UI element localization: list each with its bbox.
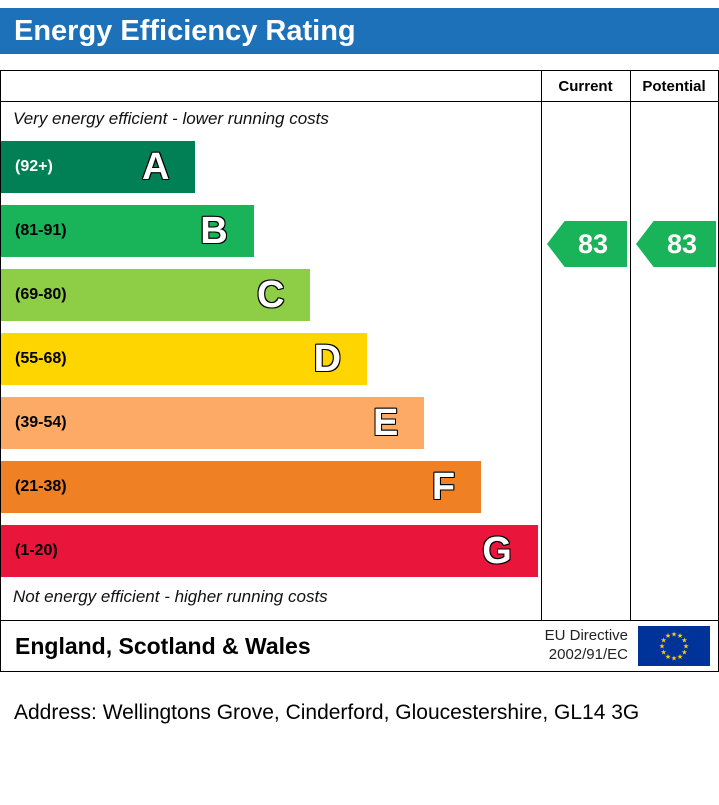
eu-directive-line2: 2002/91/EC	[548, 646, 628, 663]
band-letter: D	[313, 338, 342, 380]
chart-title: Energy Efficiency Rating	[14, 14, 356, 47]
svg-text:★: ★	[681, 649, 687, 657]
band-row-a: (92+) A	[1, 141, 541, 193]
band-bar-e: (39-54) E	[1, 397, 425, 449]
band-bar-d: (55-68) D	[1, 333, 368, 385]
band-row-c: (69-80) C	[1, 269, 541, 321]
band-row-g: (1-20) G	[1, 525, 541, 577]
current-value: 83	[577, 228, 609, 259]
svg-text:★: ★	[665, 632, 671, 640]
band-range-label: (39-54)	[15, 414, 67, 431]
band-row-b: (81-91) B	[1, 205, 541, 257]
svg-text:★: ★	[677, 632, 683, 640]
potential-arrow: 83	[636, 221, 716, 267]
band-letter: B	[200, 210, 228, 252]
band-letter: E	[373, 402, 399, 444]
potential-value: 83	[666, 228, 698, 259]
svg-text:★: ★	[671, 631, 677, 639]
potential-column-header: Potential	[642, 78, 706, 95]
current-column	[541, 71, 630, 620]
bands: (92+) A (81-91) B (69-80) C (55-68) D (39-54) E (2…	[1, 141, 541, 589]
band-letter: C	[256, 274, 285, 316]
eu-directive-line1: EU Directive	[544, 627, 628, 645]
band-row-d: (55-68) D	[1, 333, 541, 385]
band-range-label: (21-38)	[15, 478, 67, 495]
current-column-header: Current	[558, 78, 613, 95]
eu-directive-label: EU Directive 2002/91/EC	[545, 627, 628, 665]
band-bar-b: (81-91) B	[1, 205, 254, 257]
band-bar-g: (1-20) G	[1, 525, 538, 577]
band-letter: F	[431, 466, 456, 508]
address-line: Address: Wellingtons Grove, Cinderford, …	[14, 701, 640, 724]
footer-bar: England, Scotland & Wales EU Directive 2…	[0, 620, 719, 672]
band-letter: G	[482, 530, 512, 572]
current-arrow: 83	[547, 221, 627, 267]
region-label: England, Scotland & Wales	[15, 632, 311, 659]
band-row-e: (39-54) E	[1, 397, 541, 449]
band-range-label: (92+)	[15, 158, 53, 175]
band-bar-f: (21-38) F	[1, 461, 482, 513]
top-note: Very energy efficient - lower running co…	[13, 109, 329, 128]
svg-text:★: ★	[683, 643, 689, 651]
bottom-note: Not energy efficient - higher running co…	[13, 587, 328, 606]
potential-column	[630, 71, 718, 620]
eu-flag-icon: ★ ★★★★★★★★★★★	[638, 626, 710, 666]
band-range-label: (55-68)	[15, 350, 67, 367]
band-letter: A	[141, 146, 170, 188]
band-range-label: (81-91)	[15, 222, 67, 239]
svg-text:★: ★	[681, 637, 687, 645]
svg-text:★: ★	[671, 655, 677, 663]
band-row-f: (21-38) F	[1, 461, 541, 513]
band-range-label: (1-20)	[15, 542, 58, 559]
energy-efficiency-chart: Current Potential Very energy efficient …	[0, 70, 719, 621]
svg-text:★: ★	[665, 653, 671, 661]
svg-text:★: ★	[659, 643, 665, 651]
svg-text:★: ★	[677, 653, 683, 661]
chart-title-bar: Energy Efficiency Rating	[0, 8, 719, 54]
svg-text:★: ★	[660, 637, 666, 645]
svg-text:★: ★	[660, 649, 666, 657]
band-bar-a: (92+) A	[1, 141, 196, 193]
column-header-row	[1, 71, 718, 102]
band-range-label: (69-80)	[15, 286, 67, 303]
band-bar-c: (69-80) C	[1, 269, 311, 321]
